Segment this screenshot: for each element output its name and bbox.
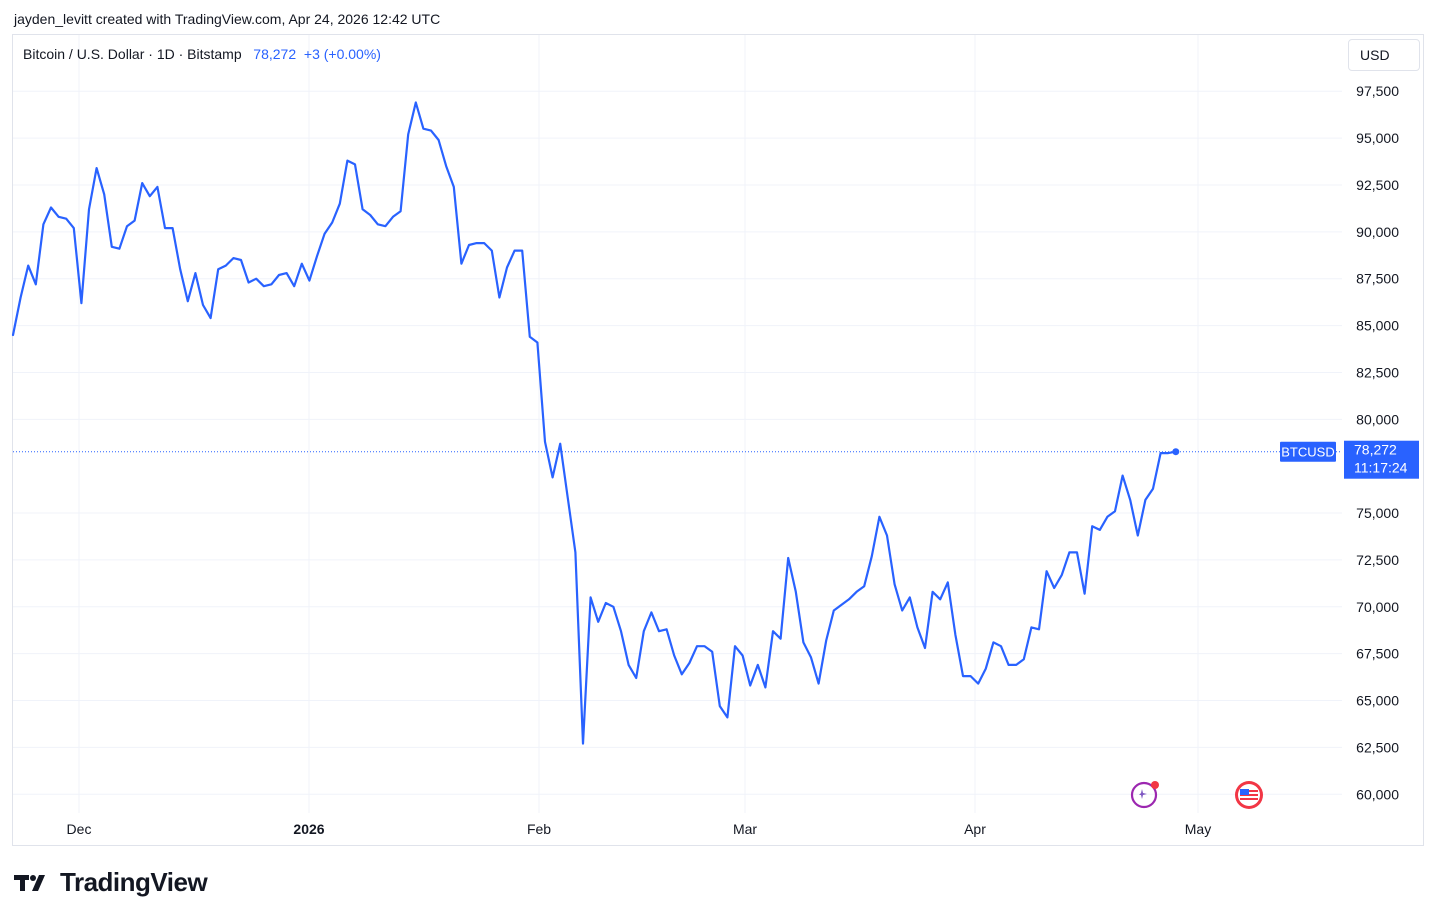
last-price-dot: [1172, 448, 1180, 456]
us-flag-icon[interactable]: [1233, 779, 1265, 811]
chart-frame: [12, 34, 1424, 846]
y-axis: 97,500 95,000 92,500 90,000 87,500 85,000 82,5…: [1356, 83, 1399, 802]
x-tick-label: Mar: [733, 821, 757, 837]
x-tick-label: Feb: [527, 821, 551, 837]
y-tick-label: 97,500: [1356, 83, 1399, 99]
symbol-title: Bitcoin / U.S. Dollar · 1D · Bitstamp: [23, 46, 242, 62]
y-tick-label: 62,500: [1356, 739, 1399, 755]
legend-price: 78,272: [253, 46, 297, 62]
price-tag: [1344, 440, 1419, 479]
symbol-legend[interactable]: Bitcoin / U.S. Dollar · 1D · Bitstamp 78…: [23, 46, 381, 62]
series-layer: [11, 101, 1177, 745]
x-tick-label: Dec: [67, 821, 92, 837]
price-line: [11, 101, 1177, 745]
x-axis: Dec 2026 Feb Mar Apr May: [67, 821, 1212, 837]
y-tick-label: 90,000: [1356, 224, 1399, 240]
x-tick-label: May: [1185, 821, 1211, 837]
y-tick-label: 67,500: [1356, 646, 1399, 662]
brand-name: TradingView: [60, 867, 208, 897]
y-tick-label: 95,000: [1356, 130, 1399, 146]
countdown-label: 11:17:24: [1354, 460, 1408, 476]
y-tick-label: 65,000: [1356, 693, 1399, 709]
last-price-layer: BTCUSD 78,272 11:17:24: [13, 440, 1419, 479]
y-tick-label: 70,000: [1356, 599, 1399, 615]
y-tick-label: 72,500: [1356, 552, 1399, 568]
legend-change: +3 (+0.00%): [303, 46, 381, 62]
y-tick-label: 75,000: [1356, 505, 1399, 521]
y-tick-label: 82,500: [1356, 364, 1399, 380]
y-tick-label: 92,500: [1356, 177, 1399, 193]
y-tick-label: 60,000: [1356, 786, 1399, 802]
x-tick-label: 2026: [293, 821, 324, 837]
tradingview-brand[interactable]: TradingView: [14, 867, 208, 898]
price-tag-label: 78,272: [1354, 442, 1397, 458]
x-tick-label: Apr: [964, 821, 986, 837]
tradingview-logo-icon: [14, 874, 45, 891]
chart-credit: jayden_levitt created with TradingView.c…: [14, 11, 441, 27]
y-tick-label: 85,000: [1356, 318, 1399, 334]
grid-lines: [13, 35, 1342, 813]
spark-icon[interactable]: [1128, 779, 1160, 811]
symbol-tag-label: BTCUSD: [1281, 445, 1334, 460]
symbol-tag: [1280, 441, 1336, 462]
currency-button[interactable]: USD: [1348, 39, 1420, 71]
y-tick-label: 87,500: [1356, 271, 1399, 287]
y-tick-label: 80,000: [1356, 411, 1399, 427]
